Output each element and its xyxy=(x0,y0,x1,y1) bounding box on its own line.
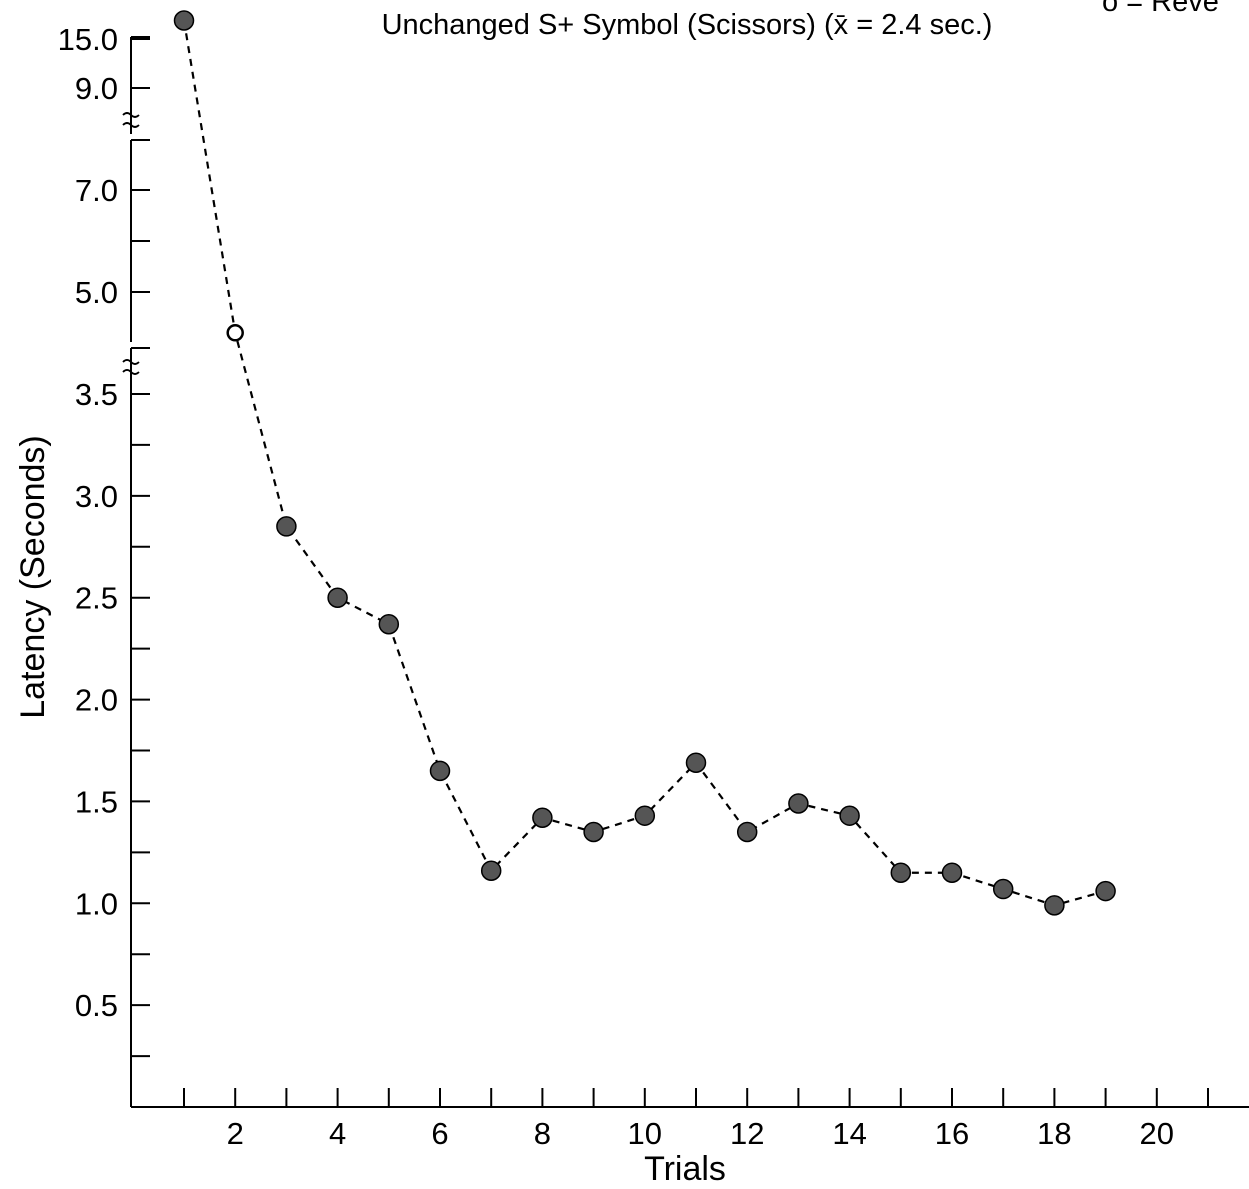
x-tick-label: 14 xyxy=(832,1116,866,1151)
data-point xyxy=(429,760,451,782)
data-point xyxy=(685,752,707,773)
y-tick-label: 5.0 xyxy=(75,275,118,310)
x-tick-label: 2 xyxy=(227,1116,244,1151)
data-point xyxy=(378,613,400,635)
y-axis-break-marker-upper xyxy=(122,112,140,128)
y-tick-label: 9.0 xyxy=(75,71,118,106)
y-axis-title: Latency (Seconds) xyxy=(14,435,52,719)
x-tick-label: 18 xyxy=(1037,1116,1071,1151)
y-tick-label: 3.5 xyxy=(75,377,118,412)
chart-title: Unchanged S+ Symbol (Scissors) (x̄ = 2.4… xyxy=(382,9,993,41)
data-point-open xyxy=(226,324,244,342)
y-tick-label: 1.0 xyxy=(75,886,118,921)
x-tick-label: 4 xyxy=(329,1116,346,1151)
data-point xyxy=(173,10,195,31)
data-point xyxy=(1095,880,1116,902)
data-point xyxy=(992,878,1014,900)
data-point xyxy=(276,516,297,537)
x-tick-label: 12 xyxy=(730,1116,764,1151)
axes: 0.5 1.0 1.5 2.0 2.5 3.0 3.5 5.0 7.0 9.0 15.0 2 4 6 8 10… xyxy=(58,22,1249,1151)
y-tick-label: 3.0 xyxy=(75,479,118,514)
x-axis-title: Trials xyxy=(644,1150,726,1188)
data-point xyxy=(634,805,656,826)
x-tick-label: 6 xyxy=(431,1116,448,1151)
series xyxy=(173,10,1116,916)
series-line xyxy=(182,20,1106,907)
x-tick-label: 20 xyxy=(1140,1116,1174,1151)
y-tick-label: 15.0 xyxy=(58,22,118,57)
y-tick-label: 1.5 xyxy=(75,784,118,819)
data-point xyxy=(839,805,860,826)
y-tick-label: 0.5 xyxy=(75,988,118,1023)
data-point xyxy=(941,862,963,883)
x-tick-label: 10 xyxy=(628,1116,662,1151)
data-point xyxy=(788,793,809,814)
data-point xyxy=(532,807,553,828)
data-point xyxy=(480,860,502,881)
y-tick-label: 2.0 xyxy=(75,683,118,718)
data-point xyxy=(890,862,912,883)
y-tick-label: 2.5 xyxy=(75,581,118,616)
x-tick-label: 8 xyxy=(534,1116,551,1151)
legend-text: o = Reve xyxy=(1102,0,1219,18)
data-point xyxy=(1044,895,1065,916)
y-axis-break-marker-lower xyxy=(122,359,140,375)
data-point xyxy=(736,821,758,843)
data-point xyxy=(327,587,348,608)
data-point xyxy=(583,821,604,843)
x-tick-label: 16 xyxy=(935,1116,969,1151)
y-tick-label: 7.0 xyxy=(75,173,118,208)
